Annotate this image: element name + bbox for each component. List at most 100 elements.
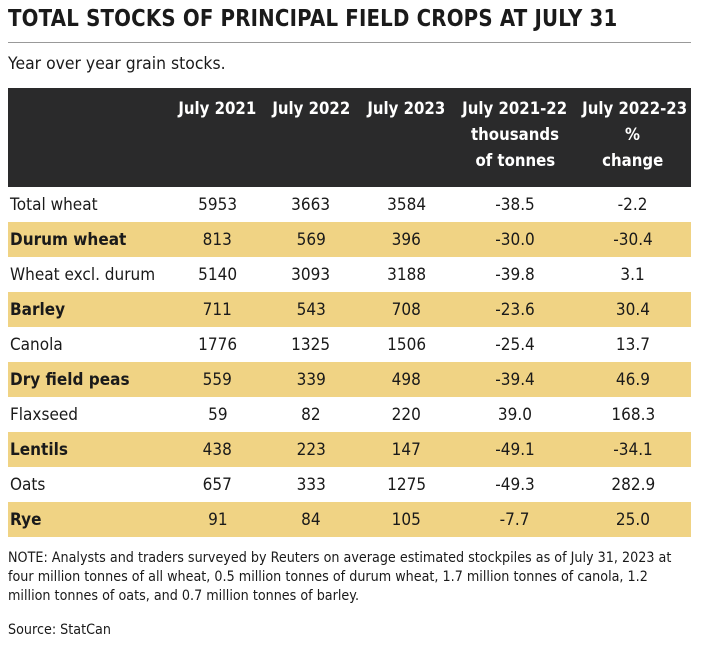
cell-value: 30.4 [615, 299, 651, 320]
crop-label-cell: Wheat excl. durum [8, 257, 171, 292]
value-cell: 39.0 [455, 397, 575, 432]
cell-value: 46.9 [615, 369, 651, 390]
table-header-row: July 2021 July 2022 July 2023 July 2021-… [8, 88, 691, 187]
value-cell: 498 [358, 362, 455, 397]
table-row: Canola 1776 1325 1506 -25.4 13.7 [8, 327, 691, 362]
cell-value: -34.1 [613, 439, 653, 460]
cell-value: 498 [391, 369, 422, 390]
crop-label-cell: Durum wheat [8, 222, 171, 257]
crop-label: Lentils [10, 439, 68, 460]
crop-label: Flaxseed [10, 404, 78, 425]
value-cell: -30.0 [455, 222, 575, 257]
crop-label: Total wheat [10, 194, 98, 215]
header-line: July 2021 [178, 99, 257, 119]
value-cell: 168.3 [575, 397, 691, 432]
cell-value: 220 [391, 404, 422, 425]
cell-value: 1506 [387, 334, 426, 355]
cell-value: 3.1 [620, 264, 646, 285]
title-divider [8, 42, 691, 43]
crop-label-cell: Barley [8, 292, 171, 327]
cell-value: 82 [301, 404, 321, 425]
source-credit: Source: StatCan [8, 622, 111, 638]
header-line: thousands [471, 125, 559, 145]
cell-value: 438 [202, 439, 233, 460]
cell-value: 3093 [291, 264, 331, 285]
cell-value: 13.7 [615, 334, 651, 355]
cell-value: 3584 [387, 194, 426, 215]
header-july-2022: July 2022 [264, 88, 358, 187]
cell-value: 813 [202, 229, 233, 250]
crop-label: Barley [10, 299, 66, 320]
crop-label-cell: Oats [8, 467, 171, 502]
crop-label: Durum wheat [10, 229, 127, 250]
cell-value: 708 [391, 299, 422, 320]
cell-value: 1325 [291, 334, 331, 355]
cell-value: 223 [296, 439, 326, 460]
cell-value: -7.7 [500, 509, 530, 530]
cell-value: 5140 [198, 264, 237, 285]
value-cell: 569 [264, 222, 358, 257]
value-cell: 1506 [358, 327, 455, 362]
value-cell: 5953 [171, 187, 264, 222]
value-cell: 105 [358, 502, 455, 537]
value-cell: 220 [358, 397, 455, 432]
cell-value: -25.4 [495, 334, 535, 355]
cell-value: 3188 [387, 264, 426, 285]
crop-label-cell: Canola [8, 327, 171, 362]
cell-value: 5953 [198, 194, 237, 215]
cell-value: 39.0 [497, 404, 533, 425]
cell-value: -39.4 [495, 369, 535, 390]
table-row: Total wheat 5953 3663 3584 -38.5 -2.2 [8, 187, 691, 222]
header-change-thousands: July 2021-22 thousands of tonnes [455, 88, 575, 187]
header-line: of tonnes [475, 151, 555, 171]
value-cell: -30.4 [575, 222, 691, 257]
value-cell: 559 [171, 362, 264, 397]
value-cell: 3093 [264, 257, 358, 292]
value-cell: -25.4 [455, 327, 575, 362]
chart-title: TOTAL STOCKS OF PRINCIPAL FIELD CROPS AT… [8, 6, 618, 32]
crop-label-cell: Lentils [8, 432, 171, 467]
crop-label-cell: Rye [8, 502, 171, 537]
value-cell: 59 [171, 397, 264, 432]
cell-value: 1275 [387, 474, 426, 495]
crop-label: Oats [10, 474, 46, 495]
cell-value: 339 [296, 369, 326, 390]
value-cell: -23.6 [455, 292, 575, 327]
crop-label: Canola [10, 334, 63, 355]
cell-value: -30.4 [613, 229, 653, 250]
cell-value: 168.3 [611, 404, 655, 425]
header-line: % [625, 125, 641, 145]
value-cell: 711 [171, 292, 264, 327]
value-cell: 3188 [358, 257, 455, 292]
value-cell: 3663 [264, 187, 358, 222]
cell-value: 25.0 [615, 509, 651, 530]
cell-value: 559 [202, 369, 233, 390]
value-cell: 708 [358, 292, 455, 327]
chart-subtitle: Year over year grain stocks. [8, 54, 226, 74]
cell-value: -23.6 [495, 299, 535, 320]
header-line: July 2023 [367, 99, 446, 119]
crop-label: Wheat excl. durum [10, 264, 156, 285]
crop-label-cell: Total wheat [8, 187, 171, 222]
value-cell: 84 [264, 502, 358, 537]
cell-value: 91 [207, 509, 228, 530]
value-cell: -49.3 [455, 467, 575, 502]
cell-value: -49.3 [495, 474, 535, 495]
crop-label: Rye [10, 509, 42, 530]
value-cell: 438 [171, 432, 264, 467]
cell-value: 1776 [198, 334, 237, 355]
value-cell: 3.1 [575, 257, 691, 292]
cell-value: -2.2 [618, 194, 648, 215]
cell-value: 569 [296, 229, 326, 250]
header-crop-blank [8, 88, 171, 187]
table-row: Durum wheat 813 569 396 -30.0 -30.4 [8, 222, 691, 257]
value-cell: 3584 [358, 187, 455, 222]
value-cell: -39.8 [455, 257, 575, 292]
value-cell: 657 [171, 467, 264, 502]
value-cell: 339 [264, 362, 358, 397]
table-row: Dry field peas 559 339 498 -39.4 46.9 [8, 362, 691, 397]
value-cell: 223 [264, 432, 358, 467]
crop-label-cell: Flaxseed [8, 397, 171, 432]
cell-value: -49.1 [495, 439, 535, 460]
cell-value: 282.9 [611, 474, 655, 495]
